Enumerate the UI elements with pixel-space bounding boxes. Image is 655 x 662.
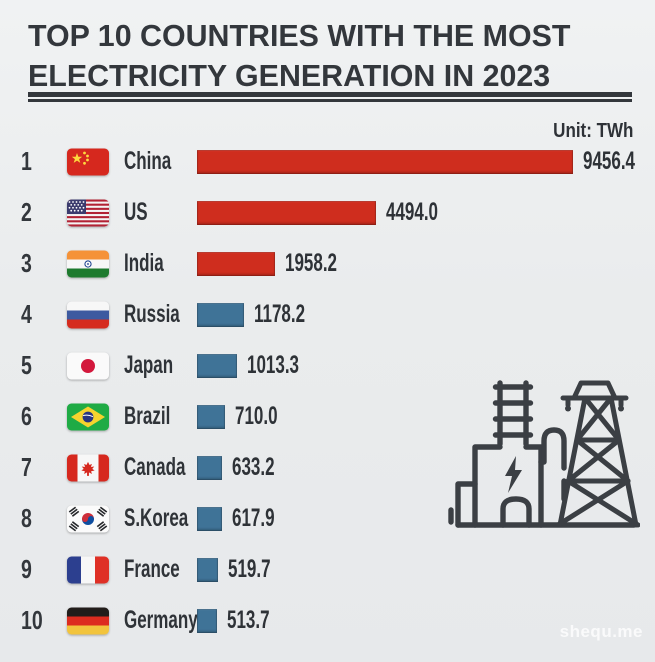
value-label: 1013.3 xyxy=(247,350,299,379)
underline-thin-bar xyxy=(28,99,632,102)
plant-door xyxy=(500,496,532,528)
title-line-2: ELECTRICITY GENERATION IN 2023 xyxy=(28,58,551,93)
value-label: 519.7 xyxy=(228,555,271,584)
value-label: 633.2 xyxy=(232,453,275,482)
us-flag-icon xyxy=(67,199,109,227)
watermark: shequ.me xyxy=(559,622,643,641)
value-label: 617.9 xyxy=(232,504,275,533)
page-title: TOP 10 COUNTRIES WITH THE MOST ELECTRICI… xyxy=(28,16,638,96)
rank-label: 8 xyxy=(21,503,32,534)
rank-label: 7 xyxy=(21,452,32,483)
ranking-row: 8 S.Korea 617.9 xyxy=(0,494,655,545)
country-label: Japan xyxy=(124,350,174,379)
rank-label: 9 xyxy=(21,554,32,585)
ranking-row: 4 Russia 1178.2 xyxy=(0,289,655,340)
value-label: 513.7 xyxy=(227,606,270,635)
country-label: Brazil xyxy=(124,401,171,430)
ranking-row: 5 Japan 1013.3 xyxy=(0,340,655,391)
germany-flag-icon xyxy=(67,607,109,635)
plant-step xyxy=(455,481,478,528)
india-flag-icon xyxy=(67,250,109,278)
country-label: China xyxy=(124,146,172,175)
value-bar xyxy=(197,609,217,634)
ranking-row: 2 US 4494.0 xyxy=(0,187,655,238)
rank-label: 10 xyxy=(21,605,43,636)
country-label: S.Korea xyxy=(124,504,189,533)
value-label: 9456.4 xyxy=(583,146,635,175)
canada-flag-icon xyxy=(67,454,109,482)
value-label: 4494.0 xyxy=(386,197,438,226)
value-label: 710.0 xyxy=(235,401,278,430)
country-label: France xyxy=(124,555,180,584)
russia-flag-icon xyxy=(67,301,109,329)
brazil-flag-icon xyxy=(67,403,109,431)
plant-chimney xyxy=(492,380,534,447)
value-bar xyxy=(197,200,376,225)
ranking-row: 9 France 519.7 xyxy=(0,545,655,596)
underline-thick-bar xyxy=(28,92,632,97)
value-bar xyxy=(197,405,225,430)
rank-label: 2 xyxy=(21,196,32,227)
unit-label: Unit: TWh xyxy=(552,120,633,142)
ranking-row: 7 Canada 633.2 xyxy=(0,443,655,494)
rank-label: 3 xyxy=(21,247,32,278)
value-bar xyxy=(197,149,573,174)
japan-flag-icon xyxy=(67,352,109,380)
ranking-row: 10 Germany 513.7 xyxy=(0,596,655,647)
china-flag-icon xyxy=(67,148,109,176)
value-bar xyxy=(197,507,222,532)
power-plant-and-transmission-tower-icon xyxy=(448,380,640,528)
ranking-row: 6 Brazil 710.0 xyxy=(0,392,655,443)
country-label: Canada xyxy=(124,453,186,482)
plant-pipe xyxy=(538,427,567,502)
plant-building xyxy=(472,444,544,528)
country-label: US xyxy=(124,197,148,226)
value-bar xyxy=(197,353,237,378)
country-label: India xyxy=(124,248,164,277)
country-label: Germany xyxy=(124,606,198,635)
france-flag-icon xyxy=(67,556,109,584)
rank-label: 1 xyxy=(21,145,32,176)
value-bar xyxy=(197,302,244,327)
transmission-tower xyxy=(555,380,640,528)
rank-label: 5 xyxy=(21,349,32,380)
value-bar xyxy=(197,558,218,583)
value-label: 1178.2 xyxy=(254,299,306,328)
ranking-row: 1 China 9456.4 xyxy=(0,136,655,187)
lightning-bolt-icon xyxy=(505,456,522,493)
south-korea-flag-icon xyxy=(67,505,109,533)
country-label: Russia xyxy=(124,299,180,328)
value-bar xyxy=(197,456,222,481)
rank-label: 6 xyxy=(21,400,32,431)
rank-label: 4 xyxy=(21,298,32,329)
ranking-row: 3 India 1958.2 xyxy=(0,238,655,289)
title-underline xyxy=(28,92,632,102)
value-bar xyxy=(197,251,275,276)
title-line-1: TOP 10 COUNTRIES WITH THE MOST xyxy=(28,18,571,53)
value-label: 1958.2 xyxy=(285,248,337,277)
